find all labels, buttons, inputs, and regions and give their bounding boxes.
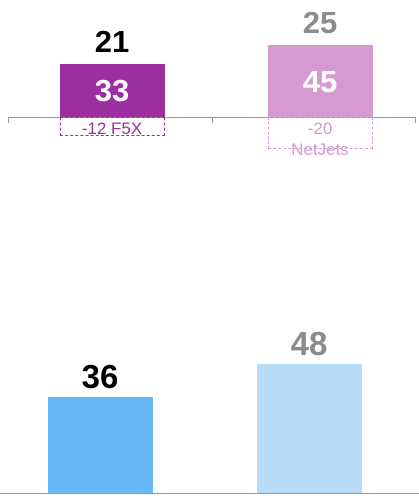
bar [256, 363, 362, 493]
bar-value-label: 45 [302, 63, 338, 99]
axis-tick [211, 117, 213, 123]
deduction-label: -12 F5X [81, 119, 143, 138]
bar: 45 [267, 45, 373, 117]
axis-tick [8, 117, 9, 123]
deduction-box: -20 NetJets [267, 117, 373, 159]
bar [47, 395, 153, 493]
bar-value-label: 48 [290, 325, 328, 363]
bar: 33 [59, 64, 165, 117]
total-label: 21 [94, 24, 130, 60]
total-label: 25 [302, 5, 338, 40]
deduction-box: -12 F5X [59, 117, 165, 138]
bar-value-label: 36 [81, 357, 119, 395]
baseline [0, 493, 419, 494]
bar-value-label: 33 [94, 73, 130, 109]
axis-tick [415, 117, 416, 123]
deduction-label: -20 NetJets [291, 119, 349, 159]
